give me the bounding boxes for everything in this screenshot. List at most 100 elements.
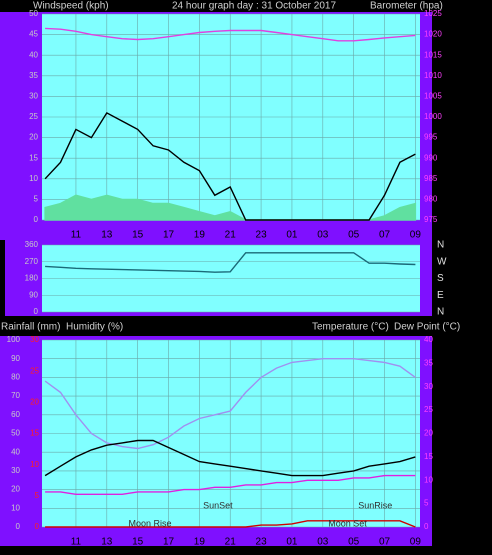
x-tick-label: 21 [225, 537, 237, 548]
x-tick-label: 03 [317, 230, 329, 241]
y2-tick-label: 985 [424, 174, 438, 183]
y-tick-label: 90 [29, 290, 38, 299]
x-tick-label: 01 [286, 537, 298, 548]
y2-tick-label: 10 [424, 475, 433, 484]
y2-tick-label: 30 [424, 382, 433, 391]
x-tick-label: 05 [348, 537, 360, 548]
annotation: Moon Rise [128, 518, 171, 528]
x-tick-label: 09 [410, 230, 422, 241]
y-tick-label: 0 [34, 307, 39, 316]
y-tick-label: 100 [7, 335, 21, 344]
y2-tick-label: 35 [424, 358, 433, 367]
y-tick-label: 0 [16, 522, 21, 531]
y-tick-label: 10 [11, 503, 20, 512]
y-tick-label: 40 [11, 447, 20, 456]
y2-tick-label: 1010 [424, 71, 442, 80]
x-tick-label: 19 [194, 230, 206, 241]
compass-label: N [437, 240, 444, 251]
y2-axis-label: Dew Point (°C) [394, 322, 460, 333]
y-tick-label: 25 [29, 112, 38, 121]
y2-tick-label: 25 [424, 405, 433, 414]
annotation: SunRise [358, 500, 392, 510]
y-axis-label: Humidity (%) [66, 322, 123, 333]
y2-tick-label: 5 [424, 499, 429, 508]
y2-tick-label: 990 [424, 153, 438, 162]
chart-title: 24 hour graph day : 31 October 2017 [172, 1, 336, 12]
series-line [44, 111, 416, 221]
y3-tick-label: 30 [30, 335, 39, 344]
x-tick-label: 07 [379, 230, 391, 241]
y2-tick-label: 0 [424, 522, 429, 531]
y-tick-label: 50 [29, 9, 38, 18]
y-axis-label: Windspeed (kph) [33, 1, 109, 12]
y-tick-label: 60 [11, 410, 20, 419]
y3-tick-label: 20 [30, 397, 39, 406]
y3-tick-label: 15 [30, 429, 39, 438]
compass-label: S [437, 273, 444, 284]
y3-axis-label: Rainfall (mm) [1, 322, 60, 333]
y-tick-label: 20 [29, 133, 38, 142]
y-tick-label: 0 [34, 215, 39, 224]
y-tick-label: 30 [11, 466, 20, 475]
compass-label: N [437, 307, 444, 318]
x-tick-label: 23 [256, 537, 268, 548]
y-tick-label: 15 [29, 153, 38, 162]
y-tick-label: 50 [11, 429, 20, 438]
y2-tick-label: 1025 [424, 9, 442, 18]
y-tick-label: 360 [25, 240, 39, 249]
x-tick-label: 17 [163, 230, 175, 241]
x-tick-label: 11 [71, 230, 82, 241]
y-tick-label: 10 [29, 174, 38, 183]
y-tick-label: 90 [11, 354, 20, 363]
series-line [45, 252, 416, 273]
y-tick-label: 45 [29, 30, 38, 39]
x-tick-label: 19 [194, 537, 206, 548]
y2-axis-label: Barometer (hpa) [370, 1, 443, 12]
x-tick-label: 13 [101, 537, 113, 548]
series-line [44, 358, 416, 450]
x-tick-label: 17 [163, 537, 175, 548]
x-tick-label: 05 [348, 230, 360, 241]
series-line [45, 474, 416, 495]
series-line [45, 520, 416, 528]
y2-tick-label: 1020 [424, 30, 442, 39]
compass-label: W [437, 256, 447, 267]
y2-tick-label: 980 [424, 195, 438, 204]
y-tick-label: 5 [34, 195, 39, 204]
y2-axis-label: Temperature (°C) [312, 322, 389, 333]
series-line [45, 27, 416, 42]
x-tick-label: 07 [379, 537, 391, 548]
series-line [44, 439, 416, 477]
y-tick-label: 20 [11, 485, 20, 494]
y-tick-label: 40 [29, 50, 38, 59]
y-tick-label: 70 [11, 391, 20, 400]
annotation: SunSet [203, 500, 233, 510]
x-tick-label: 09 [410, 537, 422, 548]
y2-tick-label: 20 [424, 429, 433, 438]
x-tick-label: 13 [101, 230, 113, 241]
y-tick-label: 80 [11, 373, 20, 382]
y2-tick-label: 975 [424, 215, 438, 224]
y2-tick-label: 40 [424, 335, 433, 344]
y3-tick-label: 10 [30, 460, 39, 469]
x-tick-label: 21 [225, 230, 237, 241]
y2-tick-label: 1005 [424, 92, 442, 101]
y2-tick-label: 995 [424, 133, 438, 142]
y-tick-label: 180 [25, 274, 39, 283]
x-tick-label: 15 [132, 230, 144, 241]
compass-label: E [437, 290, 444, 301]
y2-tick-label: 1015 [424, 50, 442, 59]
y2-tick-label: 1000 [424, 112, 442, 121]
x-tick-label: 01 [286, 230, 298, 241]
y3-tick-label: 5 [35, 491, 40, 500]
y3-tick-label: 0 [35, 522, 40, 531]
x-tick-label: 23 [256, 230, 268, 241]
annotation: Moon Set [328, 518, 367, 528]
y-tick-label: 30 [29, 92, 38, 101]
x-tick-label: 11 [71, 537, 82, 548]
y-tick-label: 270 [25, 257, 39, 266]
x-tick-label: 03 [317, 537, 329, 548]
y2-tick-label: 15 [424, 452, 433, 461]
x-tick-label: 15 [132, 537, 144, 548]
